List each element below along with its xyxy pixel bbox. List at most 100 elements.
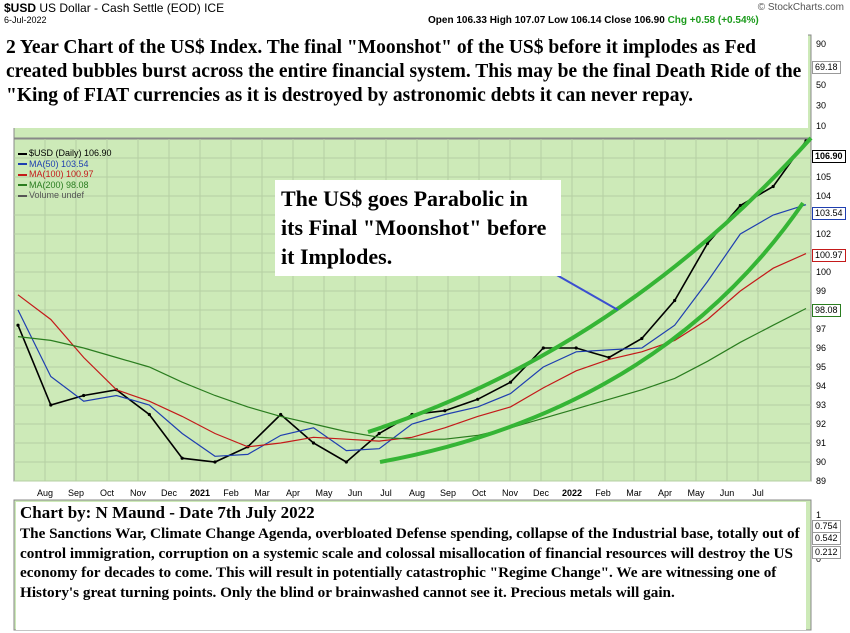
legend-label: MA(50) 103.54: [29, 158, 89, 169]
annotation-bottom-body: The Sanctions War, Climate Change Agenda…: [20, 525, 800, 601]
x-tick-label: 2021: [190, 488, 210, 498]
x-tick-label: Feb: [595, 488, 611, 498]
price-point: [771, 184, 775, 189]
price-point: [180, 456, 184, 460]
y-tick-label: 104: [816, 191, 831, 201]
top-panel-tick-label: 30: [816, 101, 826, 111]
trend-lines: [367, 136, 813, 464]
price-point: [377, 431, 381, 436]
price-point: [508, 380, 513, 384]
series-line-3: [17, 307, 807, 440]
legend-entry: MA(50) 103.54: [18, 159, 112, 170]
y-tick-label: 90: [816, 457, 826, 467]
legend-swatch: [18, 163, 27, 166]
annotation-top: 2 Year Chart of the US$ Index. The final…: [2, 34, 808, 128]
bottom-panel-tag-2: 0.542: [812, 532, 841, 545]
price-point: [213, 460, 217, 464]
x-tick-label: Aug: [409, 488, 425, 498]
price-point: [16, 323, 20, 327]
ticker-name: US Dollar - Cash Settle (EOD): [39, 1, 201, 15]
x-tick-label: Mar: [626, 488, 642, 498]
x-tick-label: Apr: [658, 488, 672, 498]
top-panel-value-tag: 69.18: [812, 61, 841, 74]
x-tick-label: May: [315, 488, 333, 498]
x-tick-label: Feb: [223, 488, 239, 498]
x-axis-ticks: Aug Sep Oct Nov Dec 2021 Feb Mar Apr May Jun Jul Aug…: [37, 488, 764, 498]
x-tick-label: Jul: [380, 488, 392, 498]
legend-entry: MA(100) 100.97: [18, 169, 112, 180]
quote-line: Open 106.33 High 107.07 Low 106.14 Close…: [428, 15, 759, 26]
legend-label: MA(200) 98.08: [29, 179, 89, 190]
bottom-panel-tick-label: 1: [816, 510, 821, 520]
x-tick-label: Jun: [348, 488, 363, 498]
y-tick-label: 89: [816, 476, 826, 486]
annotation-middle: The US$ goes Parabolic in its Final "Moo…: [275, 180, 561, 276]
ticker-symbol: $USD: [4, 1, 37, 15]
price-point: [311, 441, 316, 445]
x-tick-label: Nov: [502, 488, 519, 498]
ma50-price-tag: 103.54: [812, 207, 846, 220]
x-tick-label: Apr: [286, 488, 300, 498]
x-tick-label: Jul: [752, 488, 764, 498]
price-point: [476, 397, 480, 401]
top-panel-ticks: 9070503010: [816, 39, 826, 131]
ma200-price-tag: 98.08: [812, 304, 841, 317]
y-tick-label: 93: [816, 400, 826, 410]
price-point: [738, 203, 742, 208]
y-axis-ticks: 8990919293949596979899100101102103104105…: [816, 153, 831, 486]
x-tick-label: Mar: [254, 488, 270, 498]
x-tick-label: Aug: [37, 488, 53, 498]
legend-swatch: [18, 173, 27, 176]
price-point: [344, 460, 348, 464]
price-point: [147, 412, 151, 417]
price-point: [673, 298, 677, 303]
series-line-2: [17, 253, 807, 448]
annotation-bottom-title: Chart by: N Maund - Date 7th July 2022: [20, 503, 315, 522]
legend-entry: MA(200) 98.08: [18, 180, 112, 191]
y-tick-label: 97: [816, 324, 826, 334]
brand-watermark: © StockCharts.com: [757, 2, 844, 13]
top-panel-tick-label: 10: [816, 121, 826, 131]
y-tick-label: 102: [816, 229, 831, 239]
price-point: [607, 355, 611, 360]
x-tick-label: Jun: [720, 488, 735, 498]
quote-change: Chg +0.58 (+0.54%): [667, 15, 759, 26]
x-tick-label: Dec: [533, 488, 550, 498]
quote-ohlc: Open 106.33 High 107.07 Low 106.14 Close…: [428, 15, 665, 26]
legend-swatch: [18, 184, 27, 187]
legend-label: $USD (Daily) 106.90: [29, 148, 112, 158]
legend-entry: Volume undef: [18, 190, 112, 201]
annotation-bottom: Chart by: N Maund - Date 7th July 2022 T…: [16, 502, 806, 630]
y-tick-label: 92: [816, 419, 826, 429]
ticker-exchange: ICE: [204, 1, 225, 15]
x-tick-label: Sep: [440, 488, 456, 498]
legend-label: MA(100) 100.97: [29, 169, 94, 179]
upper-trend-line: [367, 136, 813, 434]
x-tick-label: Dec: [161, 488, 178, 498]
y-tick-label: 96: [816, 343, 826, 353]
chart-ticker: $USD US Dollar - Cash Settle (EOD) ICE: [4, 1, 224, 15]
legend-swatch: [18, 152, 27, 155]
bottom-panel-tag-3: 0.212: [812, 546, 841, 559]
y-tick-label: 105: [816, 172, 831, 182]
x-tick-label: May: [687, 488, 705, 498]
price-point: [49, 403, 53, 407]
ma100-price-tag: 100.97: [812, 249, 846, 262]
y-tick-label: 100: [816, 267, 831, 277]
y-tick-label: 95: [816, 362, 826, 372]
lower-trend-line: [379, 201, 805, 464]
legend-swatch: [18, 194, 27, 197]
legend-entry: $USD (Daily) 106.90: [18, 148, 112, 159]
close-price-tag: 106.90: [812, 150, 846, 163]
annotation-arrow: [547, 269, 619, 311]
price-point: [443, 409, 447, 413]
legend-label: Volume undef: [29, 190, 85, 200]
x-tick-label: Oct: [100, 488, 115, 498]
price-point: [541, 346, 545, 350]
x-tick-label: Nov: [130, 488, 147, 498]
top-panel-tick-label: 50: [816, 80, 826, 90]
chart-date: 6-Jul-2022: [4, 15, 47, 25]
price-point: [82, 393, 86, 398]
series-line-1: [17, 204, 807, 457]
y-tick-label: 91: [816, 438, 826, 448]
